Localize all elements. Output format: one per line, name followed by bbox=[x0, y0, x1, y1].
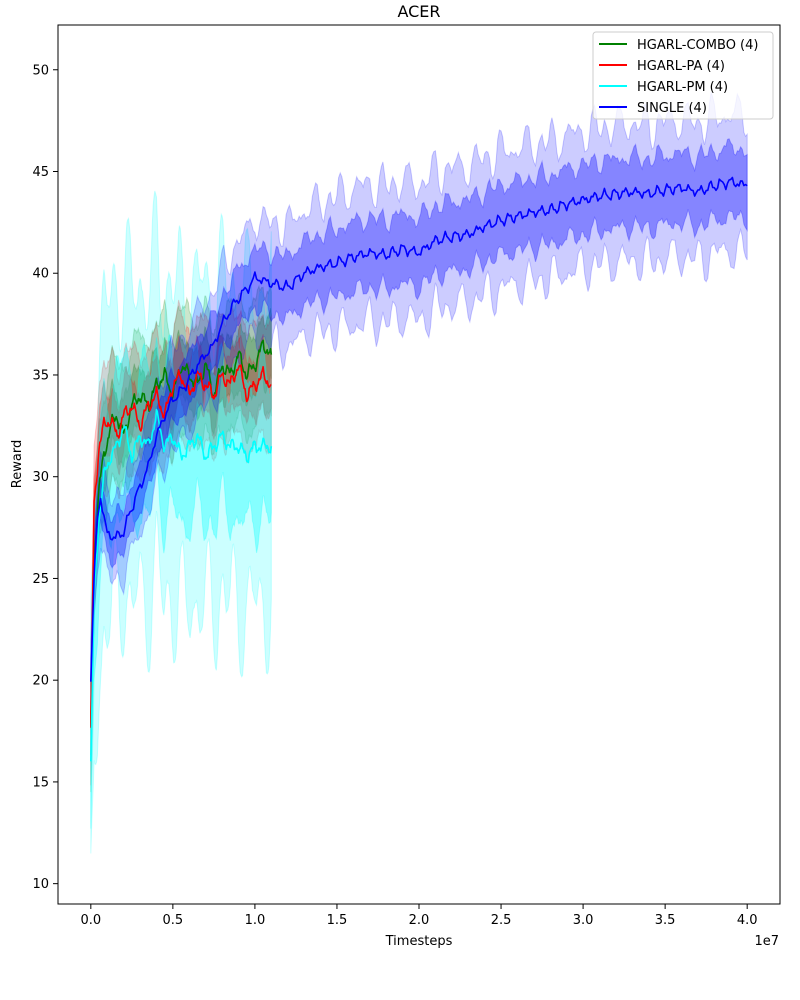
x-tick-label: 1.0 bbox=[245, 913, 266, 928]
legend-label-combo: HGARL-COMBO (4) bbox=[637, 38, 758, 53]
series-line-pa bbox=[90, 364, 272, 728]
y-tick-label: 45 bbox=[32, 165, 49, 180]
x-axis-offset-label: 1e7 bbox=[754, 934, 779, 949]
y-tick-label: 30 bbox=[32, 470, 49, 485]
series-line-single bbox=[90, 176, 748, 682]
x-tick-label: 3.5 bbox=[655, 913, 676, 928]
y-tick-label: 25 bbox=[32, 572, 49, 587]
x-tick-label: 0.0 bbox=[80, 913, 101, 928]
y-tick-label: 40 bbox=[32, 267, 49, 282]
x-tick-label: 2.0 bbox=[409, 913, 430, 928]
x-tick-label: 2.5 bbox=[491, 913, 512, 928]
legend-label-single: SINGLE (4) bbox=[637, 101, 707, 116]
band-inner-combo bbox=[90, 308, 272, 756]
legend-label-pa: HGARL-PA (4) bbox=[637, 59, 725, 74]
legend-label-pm: HGARL-PM (4) bbox=[637, 80, 728, 95]
x-tick-label: 3.0 bbox=[573, 913, 594, 928]
y-tick-label: 10 bbox=[32, 877, 49, 892]
chart-title: ACER bbox=[397, 2, 440, 21]
legend-box bbox=[592, 31, 774, 120]
band-inner-pm bbox=[90, 334, 272, 829]
x-tick-label: 0.5 bbox=[163, 913, 184, 928]
legend: HGARL-COMBO (4) HGARL-PA (4) HGARL-PM (4… bbox=[592, 31, 774, 120]
x-axis-label: Timesteps bbox=[385, 934, 453, 949]
band-outer-pa bbox=[90, 299, 272, 786]
band-outer-single bbox=[90, 91, 748, 714]
y-tick-label: 35 bbox=[32, 368, 49, 383]
band-outer-pm bbox=[90, 190, 272, 854]
x-axis: 0.0 0.5 1.0 1.5 2.0 2.5 3.0 3.5 4.0 bbox=[80, 904, 758, 928]
y-tick-label: 20 bbox=[32, 674, 49, 689]
y-tick-label: 50 bbox=[32, 63, 49, 78]
lines-layer bbox=[90, 176, 748, 762]
band-inner-single bbox=[90, 138, 748, 704]
series-line-pm bbox=[90, 408, 273, 762]
y-axis-label: Reward bbox=[10, 440, 25, 488]
y-tick-label: 15 bbox=[32, 775, 49, 790]
x-tick-label: 1.5 bbox=[327, 913, 348, 928]
y-axis: 10 15 20 25 30 35 40 45 50 bbox=[32, 63, 58, 892]
x-tick-label: 4.0 bbox=[737, 913, 758, 928]
